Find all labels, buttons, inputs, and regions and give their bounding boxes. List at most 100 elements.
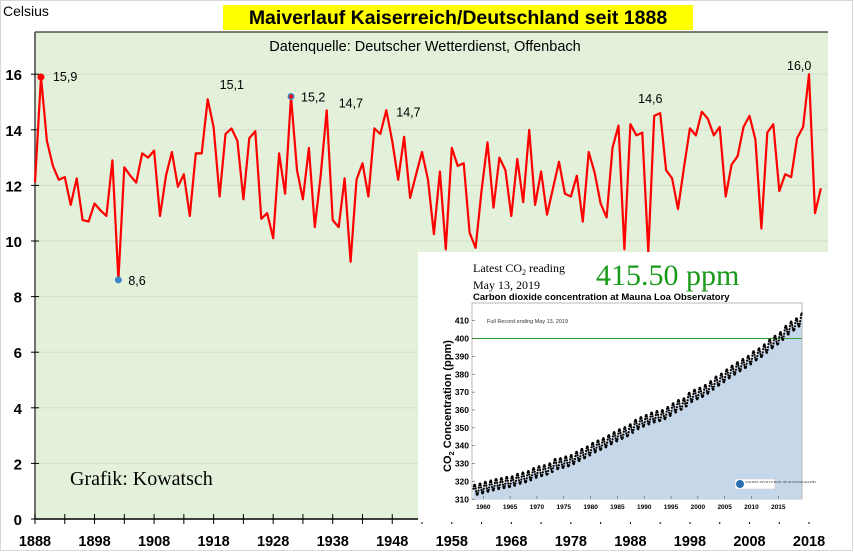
co2-point (689, 395, 692, 398)
co2-point (737, 364, 740, 367)
annotation-label: 16,0 (787, 59, 811, 73)
latest-reading-date: May 13, 2019 (473, 278, 540, 292)
co2-area (473, 313, 802, 500)
co2-point (753, 351, 756, 354)
co2-point (605, 445, 608, 449)
co2-x-tick-label: 2000 (691, 504, 706, 511)
co2-point (790, 321, 793, 324)
co2-point (487, 488, 490, 492)
co2-point (651, 412, 654, 416)
co2-point (694, 392, 697, 395)
co2-point (490, 480, 493, 484)
co2-point (579, 455, 582, 458)
co2-point (771, 345, 775, 348)
co2-point (764, 346, 767, 349)
co2-point (594, 449, 598, 452)
co2-point (726, 369, 729, 372)
co2-point (587, 448, 590, 451)
co2-point (712, 388, 715, 391)
co2-point (796, 318, 799, 321)
annotations: 15,9 8,6 15,1 15,2 14,7 14,7 14,6 16,0 (37, 59, 811, 288)
x-tick-label: 1998 (674, 534, 706, 550)
co2-point (676, 403, 679, 406)
co2-point (520, 475, 523, 478)
co2-point (528, 473, 531, 476)
co2-point (488, 486, 491, 489)
co2-point (547, 469, 550, 473)
co2-point (692, 392, 695, 395)
co2-point (522, 475, 526, 478)
co2-point (589, 451, 592, 454)
co2-point (783, 332, 786, 335)
co2-point (652, 417, 655, 421)
co2-point (577, 456, 580, 459)
co2-point (584, 452, 587, 456)
co2-point (766, 346, 770, 349)
co2-point (608, 437, 611, 440)
co2-y-tick-label: 320 (455, 476, 469, 486)
co2-point (713, 379, 716, 382)
co2-point (703, 388, 706, 391)
co2-point (667, 407, 670, 410)
co2-point (496, 481, 499, 484)
co2-point (490, 483, 493, 486)
x-tick-label: 1968 (495, 534, 527, 550)
co2-point (670, 406, 674, 409)
co2-y-tick-label: 380 (455, 369, 469, 379)
co2-point (635, 420, 638, 423)
co2-point (779, 332, 783, 335)
co2-point (488, 483, 491, 486)
co2-point (619, 431, 622, 435)
co2-point (624, 429, 628, 432)
co2-point (485, 487, 488, 490)
co2-point (740, 365, 743, 368)
co2-point (522, 472, 525, 475)
co2-point (560, 460, 563, 463)
x-tick-labels: 1888 1898 1908 1918 1928 1938 1948 1958 1968 1978… (19, 514, 825, 550)
co2-point (670, 409, 673, 412)
co2-point (713, 382, 716, 386)
co2-point (581, 451, 585, 454)
co2-x-tick-label: 1985 (610, 504, 625, 511)
co2-point (603, 440, 606, 443)
co2-point (491, 485, 494, 489)
co2-point (555, 464, 558, 467)
co2-point (669, 412, 673, 415)
co2-point (720, 373, 724, 376)
co2-point (584, 455, 587, 458)
co2-point (525, 480, 528, 483)
co2-point (685, 404, 688, 408)
co2-point (754, 356, 757, 359)
co2-point (750, 360, 753, 363)
co2-point (774, 335, 777, 338)
co2-point (503, 486, 506, 489)
co2-point (542, 468, 545, 471)
co2-point (535, 474, 539, 477)
co2-point (511, 476, 514, 479)
y-tick-label: 0 (14, 512, 22, 529)
co2-point (619, 429, 622, 432)
co2-point (560, 458, 563, 461)
co2-point (571, 457, 574, 460)
co2-point (611, 438, 614, 441)
co2-point (593, 448, 596, 451)
co2-point (796, 322, 800, 325)
co2-point (589, 454, 592, 457)
co2-point (785, 328, 788, 331)
annotation-label: 15,1 (220, 78, 244, 92)
co2-point (691, 398, 694, 401)
co2-point (707, 390, 710, 393)
co2-point (721, 378, 725, 381)
co2-point (493, 481, 496, 485)
annotation-label: 14,7 (396, 105, 420, 119)
co2-point (747, 355, 750, 359)
co2-point (777, 339, 780, 342)
co2-point (750, 362, 753, 365)
co2-tick-labels: 310 320 330 340 350 360 370 380 390 400 410 1960 196… (455, 316, 786, 511)
co2-point (778, 336, 781, 339)
co2-point (514, 482, 517, 485)
co2-point (589, 449, 593, 452)
co2-point (718, 380, 721, 383)
co2-point (590, 446, 593, 449)
